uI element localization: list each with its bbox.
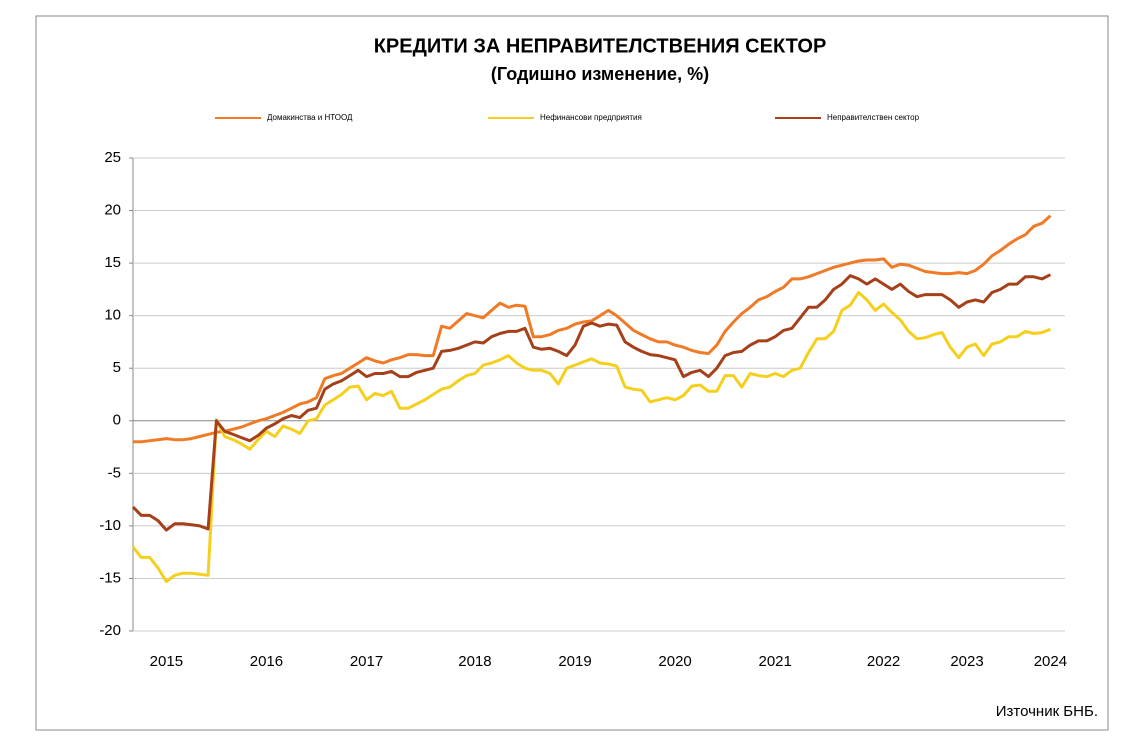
y-tick-label: -20 [99,622,121,639]
y-tick-label: 15 [104,254,121,271]
series-line [131,291,1051,584]
x-tick-label: 2016 [250,653,283,670]
y-tick-label: 0 [113,412,121,429]
x-tick-label: 2017 [350,653,383,670]
chart-title: КРЕДИТИ ЗА НЕПРАВИТЕЛСТВЕНИЯ СЕКТОР [374,35,827,57]
x-tick-label: 2022 [867,653,900,670]
y-tick-label: 20 [104,202,121,219]
y-tick-label: 25 [104,149,121,166]
x-tick-label: 2019 [558,653,591,670]
y-tick-label: 5 [113,359,121,376]
x-tick-label: 2024 [1034,653,1067,670]
x-tick-label: 2020 [658,653,691,670]
x-tick-label: 2023 [950,653,983,670]
x-tick-label: 2018 [458,653,491,670]
series-line [131,273,1052,532]
y-tick-label: -5 [108,464,121,481]
x-tick-label: 2015 [150,653,183,670]
y-tick-label: -10 [99,517,121,534]
x-tick-label: 2021 [758,653,791,670]
chart-subtitle: (Годишно изменение, %) [491,64,709,84]
source-note: Източник БНБ. [996,703,1098,720]
legend-label: Неправителствен сектор [827,113,920,122]
frame [35,15,1109,731]
y-tick-label: -15 [99,569,121,586]
legend-label: Нефинансови предприятия [540,113,642,122]
legend-label: Домакинства и НТООД [267,113,353,122]
y-tick-label: 10 [104,307,121,324]
series-line [133,214,1052,444]
